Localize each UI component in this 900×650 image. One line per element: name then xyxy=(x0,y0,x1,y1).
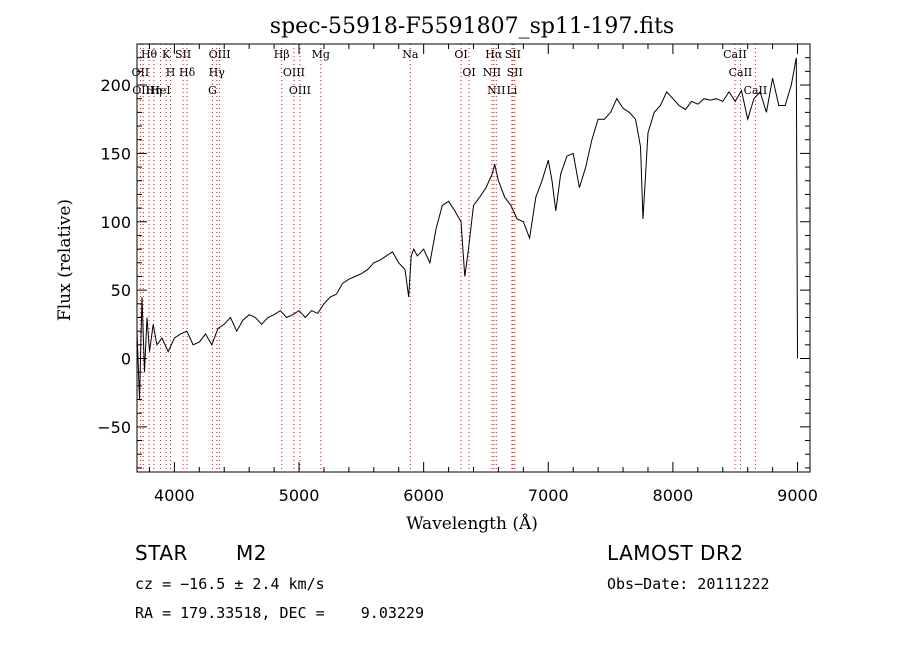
x-tick-label: 8000 xyxy=(653,486,694,505)
line-label: Hθ xyxy=(141,48,158,61)
line-label: CaII xyxy=(723,48,747,61)
x-tick-label: 5000 xyxy=(279,486,320,505)
line-label: Mg xyxy=(312,48,330,61)
line-label: Hγ xyxy=(209,66,226,79)
line-label: CaII xyxy=(744,84,768,97)
line-label: SII xyxy=(507,66,523,79)
line-label: SII xyxy=(505,48,521,61)
spectrum-line xyxy=(136,57,798,400)
object-type: STAR xyxy=(135,541,188,565)
y-tick-label: 0 xyxy=(121,350,131,369)
line-label: OI xyxy=(454,48,467,61)
line-label: OIII xyxy=(209,48,231,61)
line-markers xyxy=(139,44,756,472)
line-label: OIII xyxy=(283,66,305,79)
line-label: NII xyxy=(483,66,501,79)
chart-title: spec-55918-F5591807_sp11-197.fits xyxy=(270,14,674,39)
line-label: Hβ xyxy=(274,48,290,61)
y-axis-label: Flux (relative) xyxy=(55,199,75,321)
x-tick-label: 6000 xyxy=(403,486,444,505)
x-tick-label: 9000 xyxy=(777,486,818,505)
y-tick-label: 50 xyxy=(111,281,131,300)
line-label: Hδ xyxy=(179,66,196,79)
y-axis-ticks: −50 0 50 100 150 200 xyxy=(97,57,810,469)
line-label: OIII xyxy=(289,84,311,97)
coordinates: RA = 179.33518, DEC = 9.03229 xyxy=(135,604,424,622)
line-label: SII xyxy=(175,48,191,61)
x-axis-ticks: 4000 5000 6000 7000 8000 9000 xyxy=(148,44,818,505)
line-label: Hη xyxy=(146,84,162,97)
line-label: K xyxy=(162,48,171,61)
line-label: OI xyxy=(462,66,475,79)
y-tick-label: 150 xyxy=(100,144,131,163)
plot-frame xyxy=(136,43,811,473)
line-label: Hα xyxy=(485,48,503,61)
y-tick-label: 100 xyxy=(100,213,131,232)
line-label: G xyxy=(208,84,217,97)
line-label: NII xyxy=(487,84,505,97)
line-label: OII xyxy=(132,66,150,79)
line-label: Li xyxy=(506,84,517,97)
line-label: HeI xyxy=(150,84,170,97)
line-label: Na xyxy=(402,48,419,61)
x-axis-label: Wavelength (Å) xyxy=(406,513,538,534)
object-subclass: M2 xyxy=(236,541,267,565)
redshift-value: cz = −16.5 ± 2.4 km/s xyxy=(135,575,325,593)
line-label: H xyxy=(166,66,176,79)
x-tick-label: 7000 xyxy=(528,486,569,505)
line-label: CaII xyxy=(729,66,753,79)
line-label: OIII xyxy=(132,84,154,97)
x-tick-label: 4000 xyxy=(154,486,195,505)
y-tick-label: −50 xyxy=(97,418,131,437)
survey-name: LAMOST DR2 xyxy=(607,541,744,565)
observation-date: Obs−Date: 20111222 xyxy=(607,575,770,593)
y-tick-label: 200 xyxy=(100,76,131,95)
